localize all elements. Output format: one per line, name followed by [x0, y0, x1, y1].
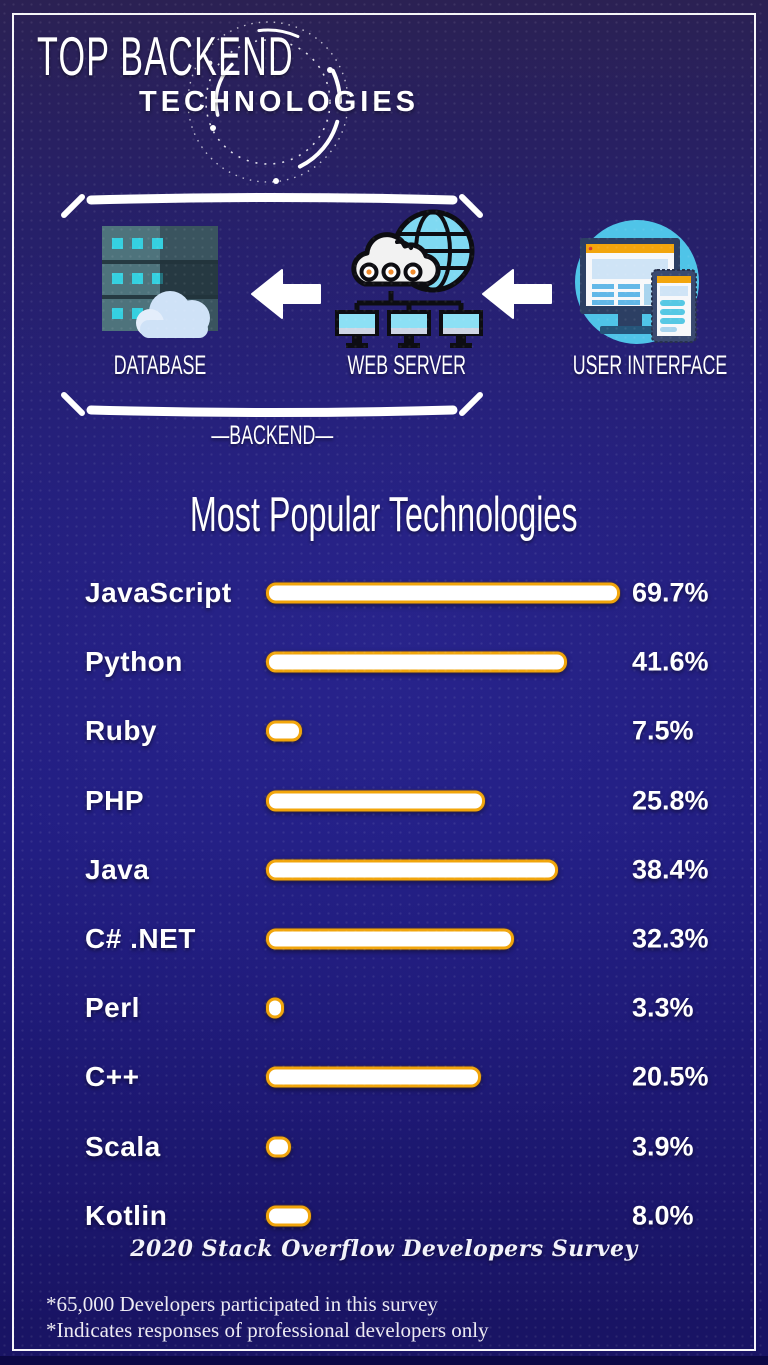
value-bar: [266, 859, 558, 881]
value-bar: [266, 1205, 311, 1227]
category-label: PHP: [85, 784, 145, 816]
cloud-icon: [136, 291, 210, 338]
value-bar: [266, 720, 302, 742]
circle-decoration: [187, 21, 349, 184]
chart-row-java: Java 38.4%: [0, 835, 768, 905]
phone-icon: [651, 269, 697, 343]
source-credit: 2020 Stack Overflow Developers Survey: [130, 1236, 638, 1262]
category-label: C# .NET: [85, 923, 196, 954]
web-server-label: WEB SERVER: [347, 350, 467, 380]
footnotes: *65,000 Developers participated in this …: [46, 1291, 489, 1344]
arrow-left-icon: [251, 269, 321, 319]
value-bar: [266, 1066, 481, 1088]
value-bar: [266, 1136, 291, 1158]
value-label: 41.6%: [632, 646, 709, 677]
category-label: Python: [85, 646, 183, 678]
category-label: Ruby: [85, 715, 157, 747]
value-bar: [266, 928, 514, 950]
cloud-icon: [351, 232, 441, 287]
page-title: TOP BACKEND: [37, 24, 451, 88]
bottom-edge-strip: [0, 1356, 768, 1365]
database-label: DATABASE: [113, 350, 207, 380]
diagram-label-database: DATABASE: [60, 350, 260, 381]
category-label: Perl: [85, 992, 140, 1024]
diagram-brackets: [61, 193, 483, 417]
chart-row-ruby: Ruby 7.5%: [0, 696, 768, 766]
category-label: Java: [85, 853, 150, 885]
backend-label: —BACKEND—: [211, 420, 333, 450]
page-title-line2: TECHNOLOGIES: [139, 86, 420, 118]
user-interface-label: USER INTERFACE: [572, 350, 728, 380]
chart-row-c-net: C# .NET 32.3%: [0, 904, 768, 974]
diagram-label-user-interface: USER INTERFACE: [533, 350, 733, 381]
web-server-icon: [335, 209, 483, 348]
chart-row-scala: Scala 3.9%: [0, 1112, 768, 1182]
footnote-2: *Indicates responses of professional dev…: [46, 1318, 489, 1343]
chart-row-perl: Perl 3.3%: [0, 973, 768, 1043]
chart-row-kotlin: Kotlin 8.0%: [0, 1181, 768, 1251]
value-bar: [266, 651, 567, 673]
value-bar: [266, 790, 485, 812]
value-label: 20.5%: [632, 1061, 709, 1092]
value-label: 7.5%: [632, 715, 694, 746]
page-title-line1: TOP BACKEND: [37, 25, 294, 87]
category-label: C++: [85, 1061, 140, 1093]
value-label: 3.3%: [632, 992, 694, 1023]
chart-row-python: Python 41.6%: [0, 627, 768, 697]
user-interface-icon: [575, 220, 699, 344]
chart-row-javascript: JavaScript 69.7%: [0, 558, 768, 628]
value-bar: [266, 997, 284, 1019]
server-monitors-icon: [335, 310, 483, 348]
value-label: 25.8%: [632, 785, 709, 816]
diagram-label-web-server: WEB SERVER: [307, 350, 507, 381]
chart-row-php: PHP 25.8%: [0, 766, 768, 836]
category-label: Scala: [85, 1130, 161, 1162]
value-label: 32.3%: [632, 923, 709, 954]
chart-title: Most Popular Technologies: [190, 488, 578, 542]
value-label: 3.9%: [632, 1131, 694, 1162]
value-bar: [266, 582, 620, 604]
chart-row-c: C++ 20.5%: [0, 1042, 768, 1112]
category-label: Kotlin: [85, 1199, 168, 1231]
value-label: 38.4%: [632, 854, 709, 885]
value-label: 69.7%: [632, 577, 709, 608]
database-icon: [102, 226, 218, 338]
value-label: 8.0%: [632, 1200, 694, 1231]
footnote-1: *65,000 Developers participated in this …: [46, 1292, 438, 1316]
category-label: JavaScript: [85, 577, 232, 608]
arrow-left-icon: [482, 269, 552, 319]
